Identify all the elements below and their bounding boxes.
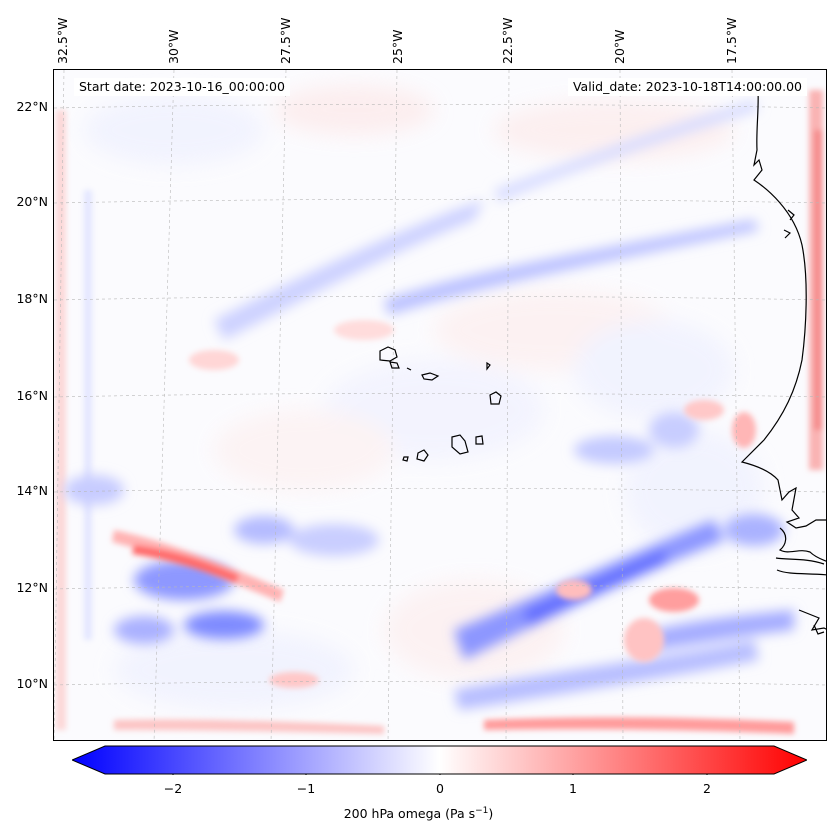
lon-label-17-5w: 17.5°W [724, 17, 739, 64]
map-panel[interactable] [53, 69, 827, 741]
colorbar-svg [70, 745, 809, 778]
colorbar-tick-1: 1 [569, 781, 577, 796]
colorbar-label: 200 hPa omega (Pa s−1) [343, 806, 494, 822]
lon-label-30w: 30°W [166, 29, 181, 64]
colorbar-tick-neg1: −1 [296, 781, 316, 796]
colorbar-body [70, 745, 809, 775]
lon-label-20w: 20°W [612, 29, 627, 64]
lon-label-25w: 25°W [390, 29, 405, 64]
lat-label-20n: 20°N [16, 194, 48, 209]
lat-label-12n: 12°N [16, 580, 48, 595]
lat-label-18n: 18°N [16, 291, 48, 306]
lon-label-32-5w: 32.5°W [55, 17, 70, 64]
lat-label-22n: 22°N [16, 99, 48, 114]
colorbar-tick-2: 2 [703, 781, 711, 796]
lon-label-22-5w: 22.5°W [500, 17, 515, 64]
valid-date-label: Valid_date: 2023-10-18T14:00:00.00 [567, 78, 807, 96]
lat-label-10n: 10°N [16, 676, 48, 691]
coastlines [379, 89, 826, 635]
omega-field [54, 70, 826, 740]
colorbar-tick-0: 0 [436, 781, 444, 796]
start-date-label: Start date: 2023-10-16_00:00:00 [74, 78, 290, 96]
edge-bands [56, 90, 823, 730]
lat-label-14n: 14°N [16, 483, 48, 498]
lat-label-16n: 16°N [16, 388, 48, 403]
graticule [54, 70, 826, 740]
blue-bands [64, 100, 794, 710]
colorbar-tick-neg2: −2 [163, 781, 183, 796]
lon-label-27-5w: 27.5°W [278, 17, 293, 64]
red-bands [112, 320, 794, 734]
colorbar [70, 745, 809, 778]
background-patches [84, 85, 764, 710]
